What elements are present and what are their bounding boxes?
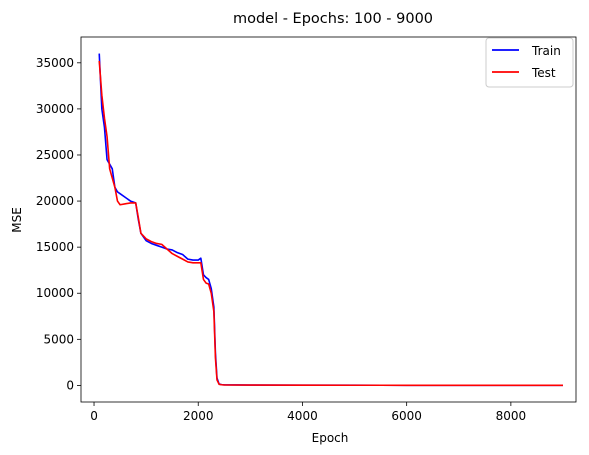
x-tick-label: 0 — [90, 409, 98, 423]
y-tick-label: 30000 — [36, 102, 74, 116]
chart-title: model - Epochs: 100 - 9000 — [233, 11, 433, 27]
x-tick-label: 2000 — [183, 409, 214, 423]
y-tick-label: 25000 — [36, 148, 74, 162]
x-tick-label: 6000 — [391, 409, 422, 423]
y-axis-label: MSE — [10, 207, 24, 233]
y-tick-label: 0 — [66, 378, 74, 392]
legend-test-label: Test — [531, 66, 556, 80]
y-tick-label: 20000 — [36, 194, 74, 208]
series-line-test — [98, 60, 563, 387]
y-axis: 0 5000 10000 15000 20000 25000 30000 35000 — [36, 56, 81, 392]
series-layer — [98, 53, 563, 387]
y-tick-label: 5000 — [43, 332, 74, 346]
legend-train-label: Train — [531, 44, 561, 58]
x-tick-label: 4000 — [287, 409, 318, 423]
x-axis-label: Epoch — [312, 431, 349, 445]
x-tick-label: 8000 — [496, 409, 527, 423]
y-tick-label: 35000 — [36, 56, 74, 70]
y-tick-label: 15000 — [36, 240, 74, 254]
x-axis: 0 2000 4000 6000 8000 — [90, 402, 526, 423]
y-tick-label: 10000 — [36, 286, 74, 300]
plot-area — [80, 36, 577, 403]
legend: Train Test — [485, 37, 574, 88]
